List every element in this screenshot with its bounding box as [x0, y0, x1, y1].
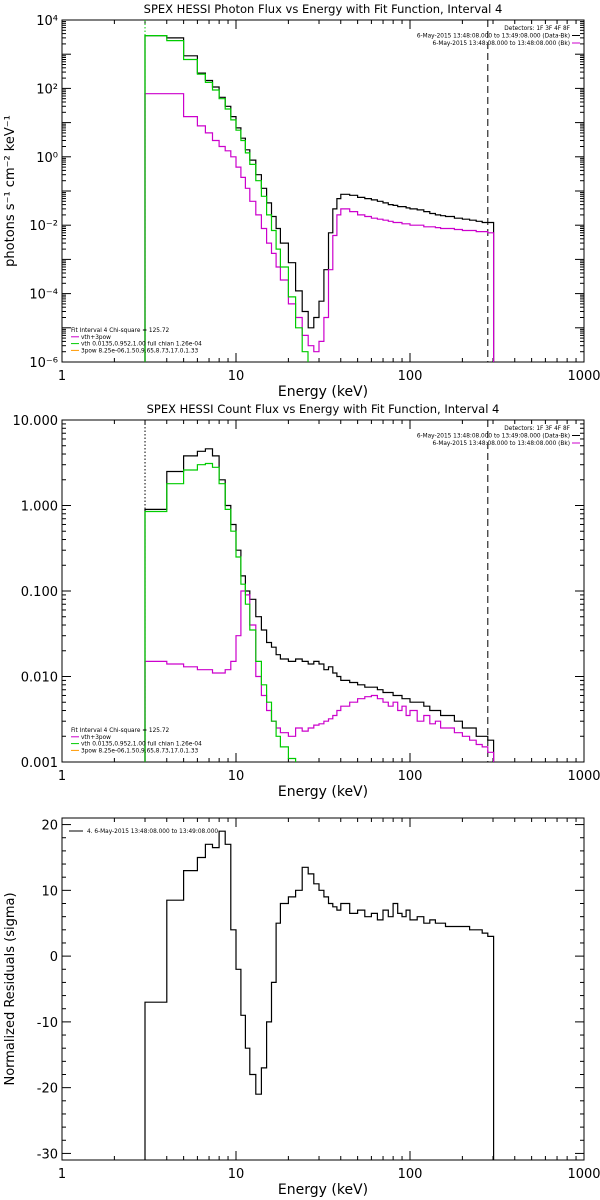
y-tick-label: -30	[37, 1147, 58, 1162]
y-tick-label: -20	[37, 1082, 58, 1097]
y-tick-label: 10	[41, 884, 58, 899]
legend-entry: 6-May-2015 13:48:08.000 to 13:48:08.000 …	[433, 41, 570, 47]
chart-panel-1: SPEX HESSI Photon Flux vs Energy with Fi…	[3, 2, 600, 400]
y-axis: 10.000 1.000 0.100 0.010 0.001	[13, 414, 584, 771]
x-axis-label: Energy (keV)	[278, 1182, 368, 1198]
y-axis-label: photons s⁻¹ cm⁻² keV⁻¹	[3, 115, 18, 267]
legend-entry: Fit Interval 4 Chi-square = 125.72	[71, 728, 170, 734]
x-tick-label: 1000	[567, 769, 600, 784]
legend-entry: 3pow 8.25e-06,1.50,9.65,8.73,17.0,1.33	[81, 348, 199, 354]
legend-entry: vth 0.0135,0.952,1.00 full chian 1.26e-0…	[81, 742, 202, 748]
legend: Detectors: 1F 3F 4F 8F 6-May-2015 13:48:0…	[71, 26, 580, 354]
x-tick-label: 1000	[567, 369, 600, 384]
y-tick-label: 0	[50, 950, 58, 965]
x-axis-label: Energy (keV)	[278, 384, 368, 400]
x-axis: 1 10 100 1000 Energy (keV)	[58, 818, 600, 1198]
series-line-1	[144, 448, 495, 762]
x-axis: 1 10 100 1000 Energy (keV)	[58, 20, 600, 400]
plot-frame	[61, 419, 585, 763]
y-tick-label: -10	[37, 1016, 58, 1031]
series-line-2	[144, 93, 495, 362]
legend-entry: 3pow 8.25e-06,1.50,9.65,8.73,17.0,1.33	[81, 748, 199, 754]
y-axis: 20 10 0 -10 -20 -30 Normalized Residuals (sigm…	[3, 819, 584, 1162]
y-axis-label: Normalized Residuals (sigma)	[3, 892, 18, 1085]
x-tick-label: 1	[58, 769, 66, 784]
y-tick-label: 10⁻⁴	[29, 288, 58, 303]
series-line-3	[144, 35, 309, 362]
y-tick-label: 0.001	[21, 756, 58, 771]
legend-entry: 6-May-2015 13:48:08.000 to 13:49:08.000 …	[417, 434, 570, 440]
legend: Detectors: 1F 3F 4F 8F 6-May-2015 13:48:0…	[71, 426, 580, 754]
y-tick-label: 10.000	[13, 414, 59, 429]
y-axis: 10⁴ 10² 10⁰ 10⁻² 10⁻⁴ 10⁻⁶ photons s⁻¹ cm⁻² ke…	[3, 14, 584, 371]
chart-panel-2: SPEX HESSI Count Flux vs Energy with Fit…	[13, 402, 600, 800]
legend-entry: vth+3pow	[81, 335, 111, 341]
x-tick-label: 10	[228, 769, 245, 784]
y-tick-label: 10⁴	[36, 14, 58, 29]
series-line-1	[144, 830, 495, 1160]
chart-title: SPEX HESSI Photon Flux vs Energy with Fi…	[144, 2, 503, 16]
series-line-2	[144, 590, 495, 762]
chart-title: SPEX HESSI Count Flux vs Energy with Fit…	[147, 402, 500, 416]
legend-entry: Detectors: 1F 3F 4F 8F	[504, 426, 570, 432]
y-tick-label: 1.000	[21, 500, 58, 515]
y-tick-label: 10²	[36, 82, 58, 97]
x-tick-label: 10	[228, 369, 245, 384]
x-tick-label: 1000	[567, 1167, 600, 1182]
plot-frame	[61, 817, 585, 1161]
legend-entry: Fit Interval 4 Chi-square = 125.72	[71, 328, 170, 334]
series-group	[144, 830, 495, 1160]
legend: 4. 6-May-2015 13:48:08.000 to 13:49:08.0…	[69, 829, 218, 835]
y-tick-label: 10⁻²	[29, 219, 58, 234]
x-tick-label: 100	[398, 1167, 423, 1182]
legend-entry: 6-May-2015 13:48:08.000 to 13:49:08.000 …	[417, 34, 570, 40]
legend-entry: 4. 6-May-2015 13:48:08.000 to 13:49:08.0…	[87, 829, 218, 835]
legend-entry: 6-May-2015 13:48:08.000 to 13:48:08.000 …	[433, 441, 570, 447]
x-tick-label: 100	[398, 369, 423, 384]
y-tick-label: 0.010	[21, 671, 58, 686]
legend-entry: vth 0.0135,0.952,1.00 full chian 1.26e-0…	[81, 342, 202, 348]
x-tick-label: 10	[228, 1167, 245, 1182]
x-axis-label: Energy (keV)	[278, 784, 368, 800]
series-line-3	[144, 462, 297, 762]
y-tick-label: 0.100	[21, 585, 58, 600]
series-line-1	[144, 35, 495, 362]
y-tick-label: 10⁻⁶	[29, 356, 58, 371]
legend-entry: Detectors: 1F 3F 4F 8F	[504, 26, 570, 32]
series-group	[144, 448, 495, 762]
y-tick-label: 10⁰	[36, 151, 58, 166]
legend-entry: vth+3pow	[81, 735, 111, 741]
series-group	[144, 35, 495, 362]
x-tick-label: 1	[58, 369, 66, 384]
x-tick-label: 100	[398, 769, 423, 784]
plot-frame	[61, 19, 585, 363]
y-tick-label: 20	[41, 819, 58, 834]
x-tick-label: 1	[58, 1167, 66, 1182]
